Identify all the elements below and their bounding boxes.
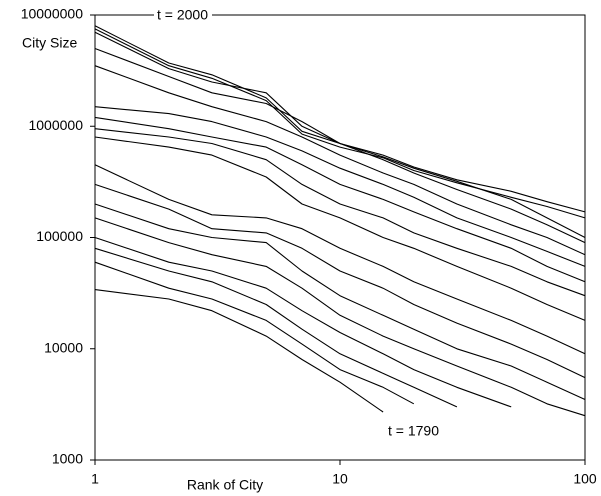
series-line: [94, 247, 458, 408]
series-line: [94, 136, 586, 321]
x-axis-label: Rank of City: [187, 477, 263, 493]
series-line: [94, 289, 384, 413]
series-line: [94, 183, 586, 379]
y-tick-label: 100000: [36, 228, 83, 244]
annotation: t = 2000: [157, 7, 208, 23]
series-line: [94, 128, 586, 297]
series-line: [94, 28, 586, 219]
x-tick-label: 1: [91, 471, 99, 487]
series-line: [94, 31, 586, 238]
series-line: [94, 261, 415, 405]
y-tick-label: 1000: [52, 451, 83, 467]
series-line: [94, 25, 586, 213]
annotation: t = 1790: [388, 423, 439, 439]
annotation-bg: [154, 6, 212, 24]
y-axis-label: City Size: [22, 35, 77, 51]
series-line: [94, 236, 512, 408]
series-line: [94, 217, 586, 417]
y-tick-label: 10000000: [21, 6, 84, 22]
series-line: [94, 116, 586, 283]
series-line: [94, 106, 586, 267]
x-tick-label: 100: [573, 471, 597, 487]
y-tick-label: 10000: [44, 339, 83, 355]
series-line: [94, 164, 586, 355]
series-line: [94, 203, 586, 401]
series-line: [94, 47, 586, 244]
x-tick-label: 10: [332, 471, 348, 487]
y-tick-label: 1000000: [28, 117, 83, 133]
series-line: [94, 65, 586, 256]
